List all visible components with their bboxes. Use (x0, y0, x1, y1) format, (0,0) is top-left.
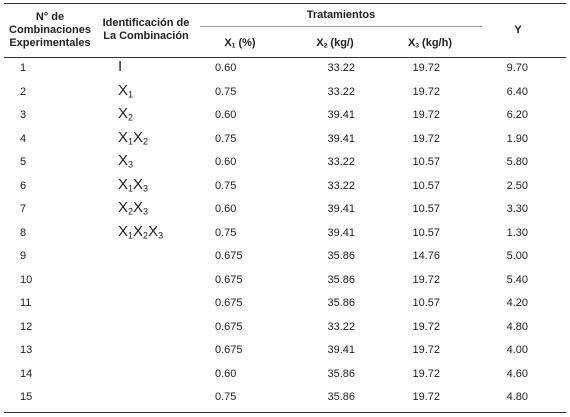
cell-x3: 19.72 (412, 344, 440, 356)
cell-x1: 0.60 (215, 109, 237, 121)
cell-y: 6.20 (506, 109, 528, 121)
header-group: Tratamientos (306, 9, 376, 21)
cell-x3: 10.57 (412, 203, 440, 215)
cell-x3: 19.72 (412, 85, 440, 98)
top-rule (4, 3, 566, 4)
cell-x2: 33.22 (327, 156, 355, 168)
header-y: Y (514, 24, 522, 36)
cell-x1: 0.75 (215, 391, 237, 403)
cell-y: 5.00 (506, 250, 528, 262)
cell-x3: 10.57 (412, 297, 440, 309)
cell-x3: 19.72 (412, 132, 440, 145)
cell-x1: 0.675 (215, 250, 243, 262)
cell-x1: 0.60 (215, 156, 237, 168)
header-x3: X3 (kg/h) (407, 37, 452, 50)
cell-number: 15 (20, 391, 33, 403)
cell-y: 4.20 (506, 297, 528, 309)
cell-x3: 10.57 (412, 226, 440, 239)
cell-number: 13 (20, 344, 33, 356)
cell-x1: 0.75 (215, 85, 237, 98)
cell-y: 3.30 (506, 203, 528, 215)
cell-x2: 39.41 (327, 203, 355, 215)
cell-x1: 0.675 (215, 273, 243, 286)
cell-x2: 39.41 (327, 109, 355, 121)
cell-id: X3 (118, 152, 134, 170)
header-x2: X2 (kg/) (316, 37, 354, 50)
cell-number: 7 (20, 203, 27, 215)
cell-x3: 10.57 (412, 156, 440, 168)
cell-x2: 35.86 (327, 250, 355, 262)
header-number: N° de Combinaciones Experimentales (9, 11, 91, 49)
cell-y: 4.80 (506, 320, 528, 333)
cell-id: X1X3 (118, 175, 149, 193)
cell-y: 4.00 (506, 344, 528, 356)
cell-y: 6.40 (506, 85, 528, 98)
cell-x1: 0.675 (215, 297, 243, 309)
header-rule (4, 57, 566, 58)
cell-x2: 33.22 (327, 320, 355, 333)
cell-number: 2 (20, 85, 27, 98)
cell-x2: 39.41 (327, 344, 355, 356)
cell-x1: 0.75 (215, 226, 237, 239)
cell-x2: 35.86 (327, 273, 355, 286)
cell-id: X1X2X3 (118, 222, 164, 240)
cell-x2: 35.86 (327, 391, 355, 403)
cell-id: X1 (118, 81, 134, 99)
cell-y: 1.30 (506, 226, 528, 239)
cell-x1: 0.75 (215, 179, 237, 192)
cell-y: 9.70 (506, 62, 528, 74)
cell-number: 11 (20, 297, 32, 309)
header-id: Identificación de La Combinación (102, 17, 190, 42)
header-x1: X1 (%) (224, 37, 256, 50)
cell-x1: 0.60 (215, 203, 237, 215)
cell-x3: 19.72 (412, 109, 440, 121)
cell-id: X2X3 (118, 199, 149, 217)
cell-x3: 19.72 (412, 320, 440, 333)
cell-x1: 0.60 (215, 367, 237, 380)
bottom-rule (4, 412, 566, 413)
cell-x1: 0.75 (215, 132, 237, 145)
cell-x1: 0.675 (215, 320, 243, 333)
cell-x2: 39.41 (327, 226, 355, 239)
cell-number: 4 (20, 132, 27, 145)
cell-number: 10 (20, 273, 33, 286)
group-rule (200, 26, 482, 27)
cell-x3: 19.72 (412, 273, 440, 286)
cell-x3: 19.72 (412, 367, 440, 380)
cell-number: 3 (20, 109, 27, 121)
cell-number: 8 (20, 226, 27, 239)
cell-x2: 33.22 (327, 85, 355, 98)
cell-number: 9 (20, 250, 27, 262)
cell-x3: 10.57 (412, 179, 440, 192)
cell-number: 5 (20, 156, 27, 168)
cell-x1: 0.675 (215, 344, 243, 356)
cell-id: X1X2 (118, 128, 149, 146)
cell-x3: 19.72 (412, 62, 440, 74)
cell-x3: 19.72 (412, 391, 440, 403)
cell-y: 4.60 (506, 367, 528, 380)
cell-x2: 39.41 (327, 132, 355, 145)
cell-x1: 0.60 (215, 62, 237, 74)
cell-y: 5.40 (506, 273, 528, 286)
cell-x2: 35.86 (327, 367, 355, 380)
cell-id: X2 (118, 105, 134, 123)
cell-y: 5.80 (506, 156, 528, 168)
cell-y: 2.50 (506, 179, 528, 192)
cell-number: 1 (20, 62, 27, 74)
cell-number: 12 (20, 320, 33, 333)
cell-number: 14 (20, 367, 33, 380)
cell-id: I (118, 58, 123, 75)
cell-x2: 35.86 (327, 297, 355, 309)
cell-y: 4.80 (506, 391, 528, 403)
cell-x2: 33.22 (327, 62, 355, 74)
cell-x2: 33.22 (327, 179, 355, 192)
cell-number: 6 (20, 179, 27, 192)
cell-x3: 14.76 (412, 250, 440, 262)
cell-y: 1.90 (506, 132, 528, 145)
